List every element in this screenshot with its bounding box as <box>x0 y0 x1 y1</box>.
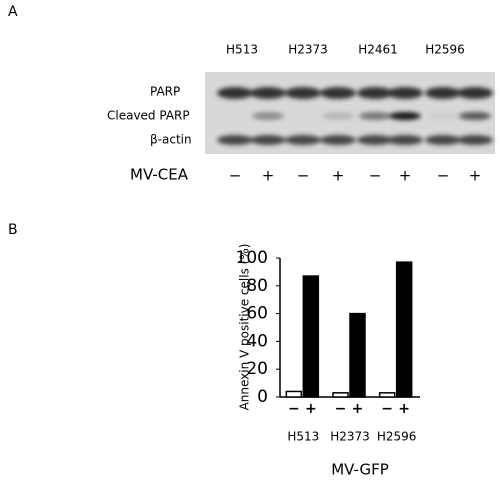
row-label: β-actin <box>150 133 192 147</box>
panel-label: B <box>8 222 18 238</box>
bar <box>332 392 349 398</box>
series-sign: + <box>398 401 410 417</box>
band <box>459 112 491 120</box>
treatment-sign: + <box>399 167 412 185</box>
series-sign: − <box>381 401 393 417</box>
treatment-sign: − <box>229 167 242 185</box>
treatment-sign: + <box>469 167 482 185</box>
band <box>217 87 253 99</box>
bar <box>302 275 320 398</box>
treatment-sign: + <box>332 167 345 185</box>
row-label: PARP <box>150 85 180 99</box>
band <box>427 112 459 120</box>
bar <box>349 312 366 398</box>
cell-line-label: H513 <box>226 43 258 57</box>
band <box>322 112 354 120</box>
band <box>250 135 286 145</box>
x-tick-label: H513 <box>287 430 319 444</box>
band <box>425 87 461 99</box>
band <box>285 135 321 145</box>
treatment-sign: + <box>262 167 275 185</box>
band <box>387 135 423 145</box>
band <box>457 135 493 145</box>
band <box>217 135 253 145</box>
cell-line-label: H2596 <box>425 43 465 57</box>
blot-bands <box>217 87 493 145</box>
treatment-sign: − <box>297 167 310 185</box>
y-axis-label: Annexin V positive cells (%) <box>238 244 252 411</box>
series-sign: − <box>335 401 347 417</box>
series-sign: + <box>305 401 317 417</box>
band <box>425 135 461 145</box>
panel-label: A <box>8 4 18 20</box>
row-label: Cleaved PARP <box>107 109 190 123</box>
bar <box>378 392 396 398</box>
band <box>320 135 356 145</box>
series-sign: − <box>288 401 300 417</box>
band <box>357 135 393 145</box>
bar <box>285 390 303 398</box>
band <box>359 112 391 120</box>
y-tick-label: 0 <box>257 387 268 407</box>
band <box>357 87 393 99</box>
bar <box>395 261 413 398</box>
treatment-sign: − <box>369 167 382 185</box>
band <box>285 87 321 99</box>
x-axis-label: MV-GFP <box>331 461 389 479</box>
y-tick-label: 80 <box>246 276 268 296</box>
band <box>457 87 493 99</box>
treatment-label: MV-CEA <box>130 166 189 184</box>
y-tick-label: 100 <box>236 248 268 268</box>
x-tick-label: H2596 <box>377 430 417 444</box>
cell-line-label: H2373 <box>288 43 328 57</box>
y-tick-label: 60 <box>246 304 268 324</box>
treatment-sign: − <box>437 167 450 185</box>
series-sign: + <box>352 401 364 417</box>
band <box>252 112 284 120</box>
band <box>389 112 421 120</box>
band <box>387 87 423 99</box>
y-tick-label: 20 <box>246 359 268 379</box>
cell-line-label: H2461 <box>358 43 398 57</box>
y-tick-label: 40 <box>246 331 268 351</box>
x-tick-label: H2373 <box>330 430 370 444</box>
treatment-signs: − + − + − + − + <box>229 167 482 185</box>
band <box>250 87 286 99</box>
band <box>320 87 356 99</box>
